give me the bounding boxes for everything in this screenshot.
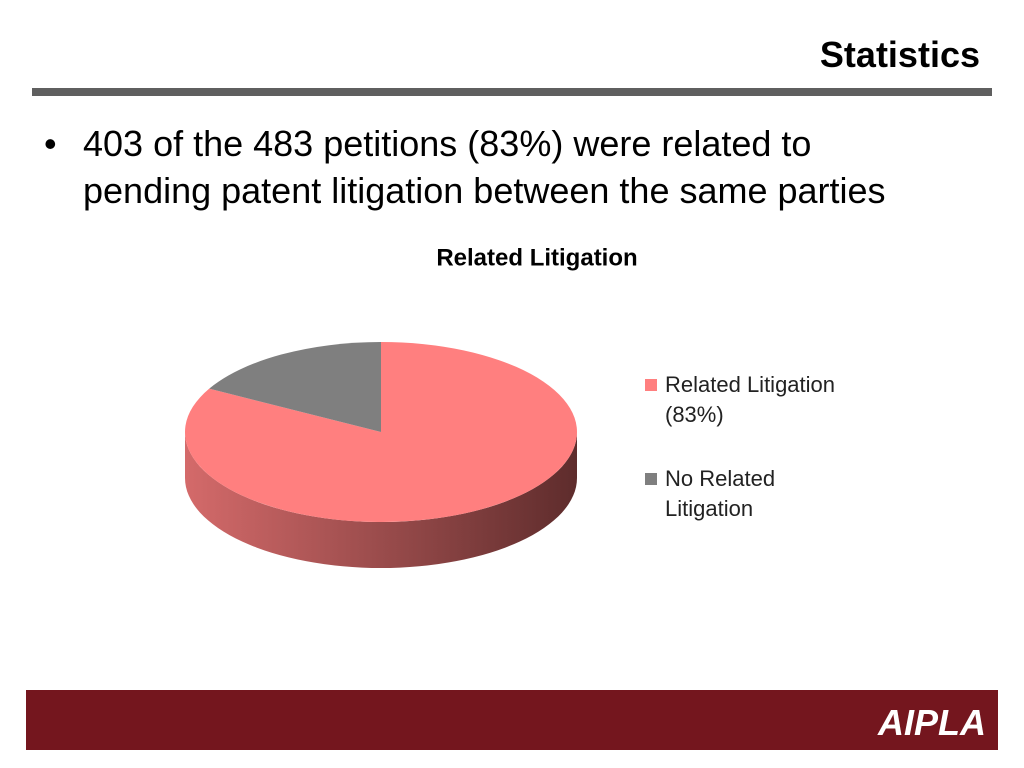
title-rule (32, 88, 992, 96)
pie-slice (209, 342, 381, 432)
chart-title: Related Litigation (436, 244, 637, 271)
pie-slice (184, 342, 577, 523)
bullet-line: pending patent litigation between the sa… (83, 170, 886, 211)
bullet-line: 403 of the 483 petitions (83%) were rela… (83, 123, 812, 164)
slide-title: Statistics (819, 34, 980, 75)
bullet: • 403 of the 483 petitions (83%) were re… (44, 120, 886, 214)
legend-item: Related Litigation (83%) (645, 370, 855, 430)
logo: AIPLA (878, 702, 986, 743)
legend-label: Related Litigation (83%) (665, 372, 836, 427)
footer: AIPLA (26, 690, 998, 750)
legend-label: No Related Litigation (665, 466, 776, 521)
legend-item: No Related Litigation (645, 464, 855, 524)
bullet-dot: • (44, 123, 57, 164)
legend-swatch (645, 379, 657, 391)
pie-slice-side (185, 432, 577, 568)
chart: Related Litigation (184, 244, 638, 568)
legend-swatch (645, 473, 657, 485)
